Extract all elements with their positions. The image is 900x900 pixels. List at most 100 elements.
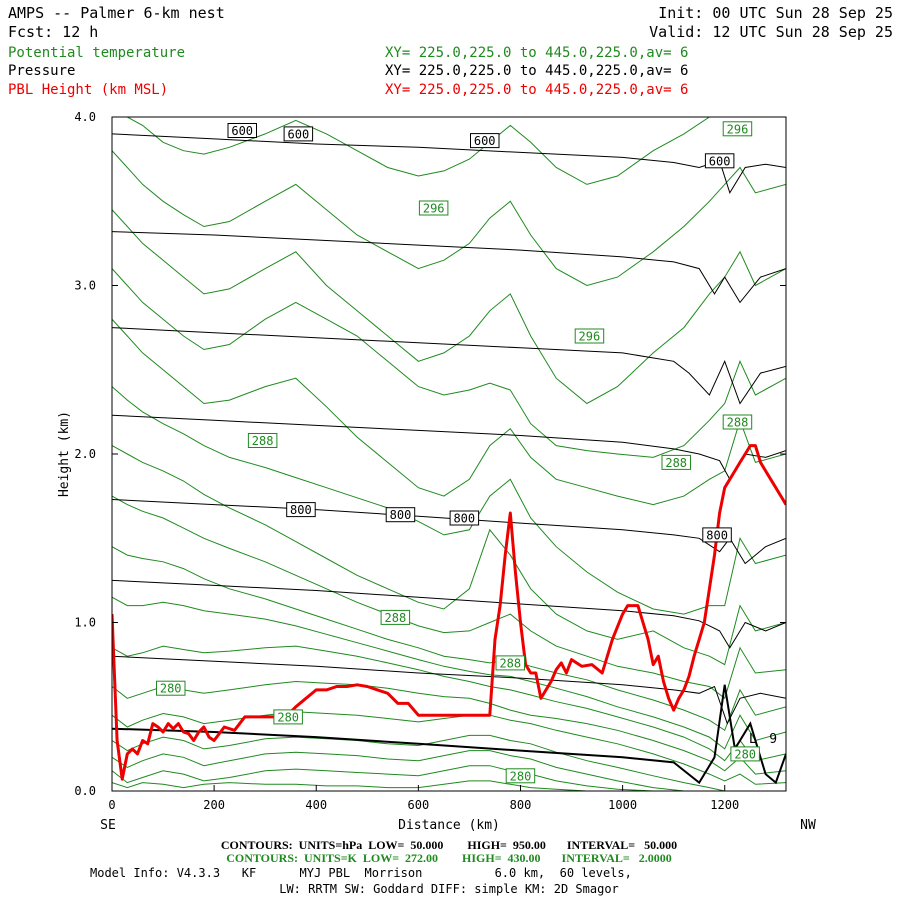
pressure-label-0: 600 xyxy=(231,124,253,138)
theta-label-7: 288 xyxy=(385,611,407,625)
theta-contour-8 xyxy=(112,546,786,732)
pressure-label-7: 800 xyxy=(706,528,728,542)
field-name-pbl: PBL Height (km MSL) xyxy=(8,82,168,98)
footer-theta-contours: CONTOURS: UNITS=K LOW= 272.00 HIGH= 430.… xyxy=(226,851,672,865)
theta-label-box-10 xyxy=(273,709,303,725)
x-left-end-label: SE xyxy=(100,818,116,833)
pressure-label-box-6 xyxy=(449,510,480,526)
field-xy-theta: XY= 225.0,225.0 to 445.0,225.0,av= 6 xyxy=(385,45,688,61)
theta-contour-9 xyxy=(112,495,786,700)
field-name-pressure: Pressure xyxy=(8,63,75,79)
theta-label-6: 288 xyxy=(727,416,749,430)
theta-label-3: 296 xyxy=(727,122,749,136)
theta-label-1: 296 xyxy=(423,202,445,216)
pressure-label-4: 800 xyxy=(290,503,312,517)
theta-contour-10 xyxy=(112,445,786,666)
theta-label-8: 288 xyxy=(499,656,521,670)
theta-contour-2 xyxy=(112,750,786,791)
x-tick-label-0: 0 xyxy=(108,798,115,812)
pressure-label-6: 800 xyxy=(453,512,475,526)
theta-label-10: 280 xyxy=(277,710,299,724)
footer-model-info-2: LW: RRTM SW: Goddard DIFF: simple KM: 2D… xyxy=(279,882,619,896)
pressure-contours xyxy=(112,133,786,785)
theta-contour-7 xyxy=(112,596,786,750)
y-tick-label-2: 2.0 xyxy=(74,447,96,461)
x-tick-label-4: 800 xyxy=(510,798,532,812)
x-tick-label-2: 400 xyxy=(305,798,327,812)
pressure-label-3: 600 xyxy=(709,154,731,168)
field-xy-pressure: XY= 225.0,225.0 to 445.0,225.0,av= 6 xyxy=(385,63,688,79)
theta-contour-14 xyxy=(112,209,786,405)
pressure-label-box-4 xyxy=(286,502,316,518)
theta-contour-13 xyxy=(112,268,786,458)
x-axis-label: Distance (km) xyxy=(398,818,500,833)
footer-model-info-1: Model Info: V4.3.3 KF MYJ PBL Morrison 6… xyxy=(90,866,632,880)
pressure-label-1: 600 xyxy=(288,127,310,141)
x-tick-label-6: 1200 xyxy=(710,798,739,812)
pressure-contour-800 xyxy=(112,499,786,565)
y-tick-label-3: 3.0 xyxy=(74,279,96,293)
theta-contour-4 xyxy=(112,711,786,785)
theta-contour-15 xyxy=(112,150,786,287)
y-tick-label-0: 0.0 xyxy=(74,784,96,798)
theta-label-box-1 xyxy=(418,200,449,216)
x-tick-label-3: 600 xyxy=(408,798,430,812)
x-tick-label-5: 1000 xyxy=(608,798,637,812)
pressure-label-box-0 xyxy=(227,123,257,138)
theta-label-11: 280 xyxy=(510,769,532,783)
x-tick-label-1: 200 xyxy=(203,798,225,812)
annotation-label-1: 9 xyxy=(769,732,777,747)
pressure-contour-700 xyxy=(112,327,786,405)
theta-label-box-5 xyxy=(661,454,691,470)
annotation-label-0: L xyxy=(749,732,757,747)
y-axis-label: Height (km) xyxy=(57,411,72,497)
theta-label-9: 280 xyxy=(160,682,182,696)
pressure-label-box-2 xyxy=(470,133,500,149)
y-tick-label-1: 1.0 xyxy=(74,616,96,630)
theta-label-12: 280 xyxy=(734,747,756,761)
plot-area: 2962962962962882882882882882802802802806… xyxy=(74,110,787,812)
theta-label-2: 296 xyxy=(579,330,601,344)
header-fcst: Fcst: 12 h xyxy=(8,23,98,41)
pressure-label-box-3 xyxy=(704,153,735,169)
pressure-label-box-5 xyxy=(385,507,416,523)
pressure-label-box-7 xyxy=(702,527,732,543)
axis-ticks: 0 200 400 600 800 1000 1200 0.0 1.0 2.0 3.0 4.0 xyxy=(74,110,786,812)
theta-contour-12 xyxy=(112,318,786,506)
footer-pressure-contours: CONTOURS: UNITS=hPa LOW= 50.000 HIGH= 95… xyxy=(221,838,677,852)
theta-label-box-4 xyxy=(247,433,278,448)
pressure-contour-850 xyxy=(112,579,786,649)
field-name-theta: Potential temperature xyxy=(8,45,185,61)
pressure-contour-900 xyxy=(112,655,786,725)
pressure-contour-650 xyxy=(112,231,786,304)
theta-contour-6 xyxy=(112,645,786,762)
header-valid: Valid: 12 UTC Sun 28 Sep 25 xyxy=(649,23,893,41)
theta-contour-3 xyxy=(112,734,786,791)
pbl-height-series xyxy=(112,444,786,781)
theta-label-box-6 xyxy=(722,414,753,430)
pressure-contour-950 xyxy=(112,684,786,785)
theta-contour-5 xyxy=(112,680,786,775)
theta-label-box-3 xyxy=(722,121,753,137)
pressure-label-2: 600 xyxy=(474,134,496,148)
pbl-height-line xyxy=(112,444,786,781)
theta-label-box-12 xyxy=(730,746,760,762)
theta-label-box-7 xyxy=(380,609,411,625)
y-tick-label-4: 4.0 xyxy=(74,110,96,124)
theta-label-box-9 xyxy=(156,680,186,696)
header-init: Init: 00 UTC Sun 28 Sep 25 xyxy=(658,4,893,22)
theta-label-5: 288 xyxy=(665,456,687,470)
pressure-label-box-1 xyxy=(283,126,314,142)
theta-label-box-2 xyxy=(574,328,605,344)
theta-contour-16 xyxy=(112,117,786,185)
theta-label-box-11 xyxy=(505,768,536,784)
theta-contour-1 xyxy=(112,765,786,791)
x-right-end-label: NW xyxy=(800,818,816,833)
theta-contour-11 xyxy=(112,386,786,615)
pressure-label-5: 800 xyxy=(390,508,412,522)
pressure-contour-600 xyxy=(112,133,786,194)
header-title: AMPS -- Palmer 6-km nest xyxy=(8,4,225,22)
contour-labels: 2962962962962882882882882882802802802806… xyxy=(156,121,777,784)
theta-label-box-8 xyxy=(495,655,525,671)
